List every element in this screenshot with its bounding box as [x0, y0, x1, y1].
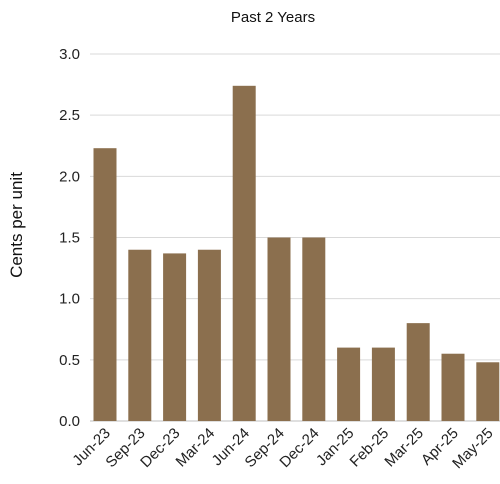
bar [371, 347, 395, 421]
bar [337, 347, 361, 421]
x-axis-ticks: Jun-23Sep-23Dec-23Mar-24Jun-24Sep-24Dec-… [69, 425, 496, 472]
y-axis-label: Cents per unit [7, 172, 26, 278]
bar [93, 148, 117, 422]
bar [406, 323, 430, 421]
bar [441, 353, 465, 421]
x-tick-label: Mar-25 [381, 425, 427, 471]
chart-title: Past 2 Years [231, 9, 315, 26]
bar [267, 237, 291, 421]
bar [163, 253, 187, 421]
y-tick-label: 1.0 [59, 291, 80, 308]
y-tick-label: 2.0 [59, 168, 80, 185]
y-tick-label: 3.0 [59, 46, 80, 63]
x-tick-label: Dec-24 [276, 425, 322, 471]
x-tick-label: Dec-23 [137, 425, 183, 471]
bar [197, 249, 221, 421]
grid-lines [90, 53, 500, 422]
bar [128, 249, 152, 421]
y-tick-label: 0.0 [59, 413, 80, 430]
bar [476, 362, 500, 421]
y-tick-label: 0.5 [59, 352, 80, 369]
bar [232, 85, 256, 421]
y-tick-label: 2.5 [59, 107, 80, 124]
y-tick-label: 1.5 [59, 230, 80, 247]
bar [302, 237, 326, 421]
bars [93, 85, 500, 422]
x-tick-label: Mar-24 [173, 425, 219, 471]
y-axis-ticks: 0.0 0.5 1.0 1.5 2.0 2.5 3.0 [59, 46, 80, 430]
